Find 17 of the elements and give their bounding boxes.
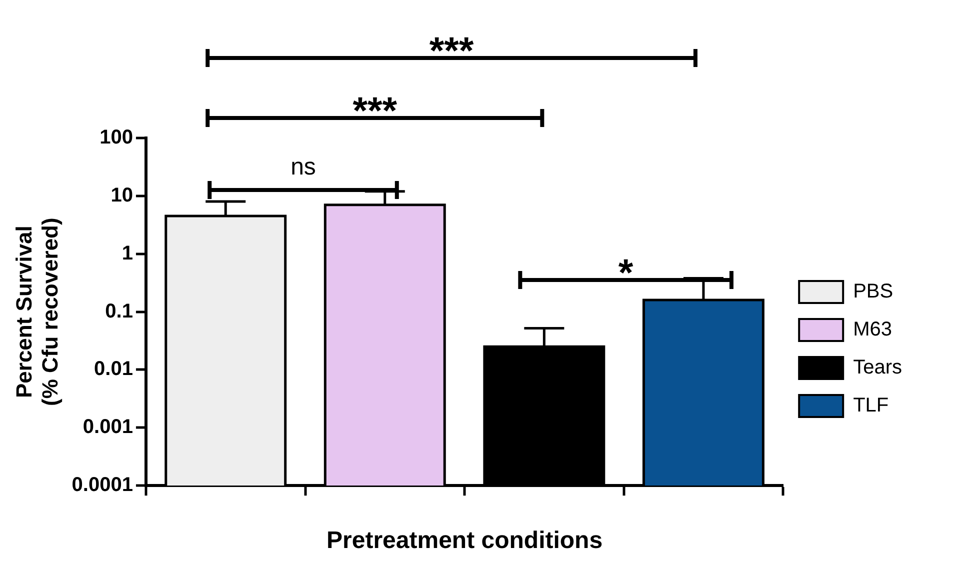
y-tick-label: 0.0001 xyxy=(72,474,133,496)
text: *** xyxy=(352,90,398,132)
text: *** xyxy=(429,30,474,72)
legend-label: M63 xyxy=(853,318,892,341)
y-tick-label: 10 xyxy=(110,184,133,206)
y-tick-label: 0.1 xyxy=(105,300,133,322)
y-tick-label: 100 xyxy=(100,126,133,149)
y-tick-label: 1 xyxy=(122,242,133,264)
annotation: * xyxy=(618,252,634,294)
y-tick-label: 0.001 xyxy=(82,416,133,438)
legend-label: PBS xyxy=(853,280,894,303)
legend-label: TLF xyxy=(853,394,889,417)
annotation: ns xyxy=(290,154,316,181)
legend-label: Tears xyxy=(853,356,902,379)
y-axis-title: Percent Survival (% Cfu recovered) xyxy=(11,218,63,406)
y-tick-label: 0.01 xyxy=(94,358,133,380)
x-axis-title: Pretreatment conditions xyxy=(326,527,603,554)
